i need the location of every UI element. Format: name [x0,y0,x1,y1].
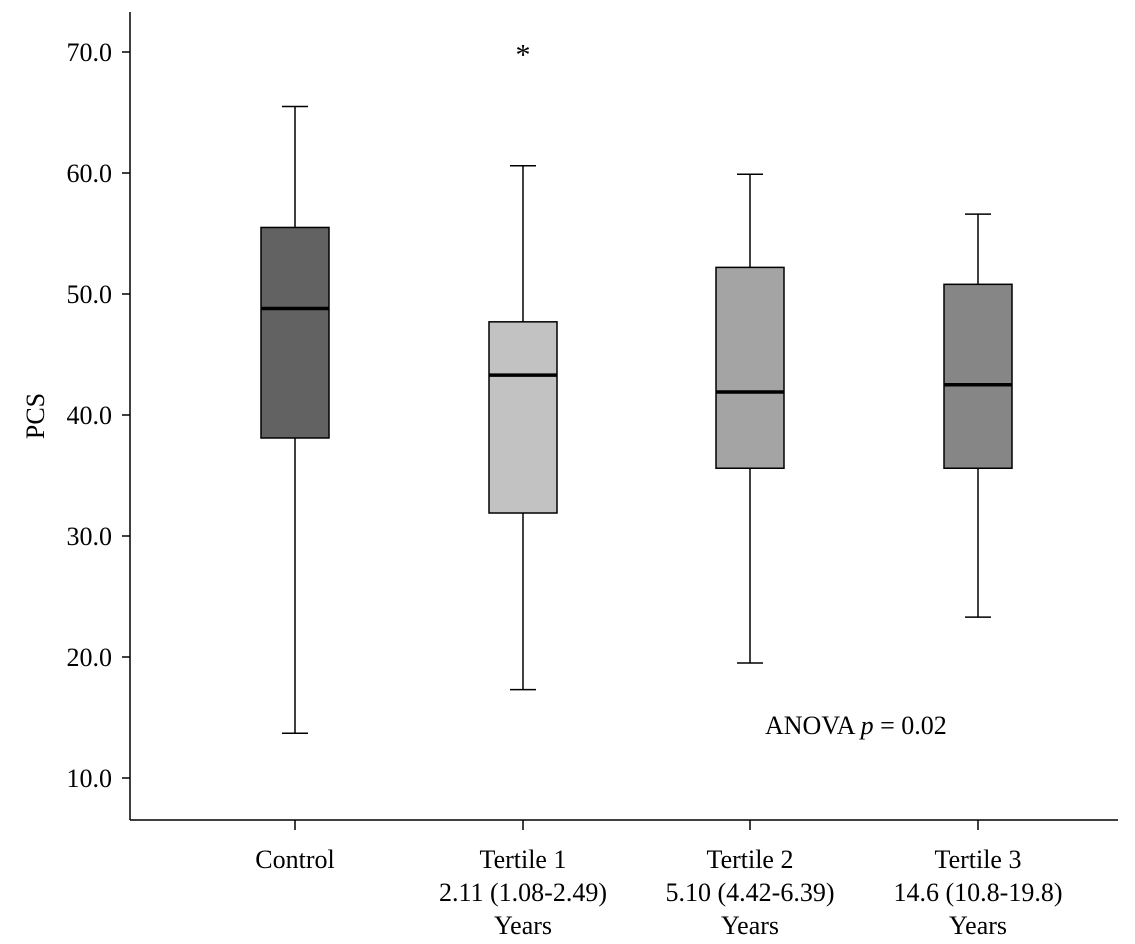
x-tick-label-line: 5.10 (4.42-6.39) [666,878,835,907]
y-axis-label: PCS [21,393,50,439]
boxes: * [260,38,1013,830]
box-group [260,105,330,830]
x-tick-label: Tertile 2 5.10 (4.42-6.39) Years [666,845,835,940]
y-ticks: 10.0 20.0 30.0 40.0 50.0 60.0 70.0 [67,38,130,793]
x-tick-label-line: 14.6 (10.8-19.8) [894,878,1063,907]
y-tick-label: 60.0 [67,159,113,188]
box-group [943,213,1013,830]
x-tick-label-line: Tertile 2 [707,845,794,874]
annotation-p: p [859,711,874,740]
annotation-suffix: = 0.02 [874,711,947,740]
box-iqr [488,321,558,514]
x-tick-labels: Control Tertile 1 2.11 (1.08-2.49) YearsTer… [255,845,1062,940]
x-tick-label-line: Years [949,911,1007,940]
x-tick-label-line: Tertile 3 [935,845,1022,874]
x-tick-label-line: Years [494,911,552,940]
x-tick-label: Tertile 3 14.6 (10.8-19.8) Years [894,845,1063,940]
annotation-prefix: ANOVA [765,711,861,740]
x-tick-label-line: Years [721,911,779,940]
x-tick-label: Tertile 1 2.11 (1.08-2.49) Years [439,845,607,940]
x-tick-label: Control [255,845,334,874]
box-group [715,173,785,830]
outlier-marker: * [516,38,531,71]
x-tick-label-line: Tertile 1 [480,845,567,874]
y-tick-label: 10.0 [67,764,113,793]
box-iqr [260,226,330,439]
box-iqr [943,283,1013,469]
anova-annotation: ANOVA p = 0.02 [765,711,947,740]
box-iqr [715,266,785,469]
y-tick-label: 40.0 [67,401,113,430]
y-tick-label: 30.0 [67,522,113,551]
x-tick-label-line: 2.11 (1.08-2.49) [439,878,607,907]
y-tick-label: 50.0 [67,280,113,309]
box-group: * [488,38,558,830]
x-tick-label-line: Control [255,845,334,874]
y-tick-label: 20.0 [67,643,113,672]
y-tick-label: 70.0 [67,38,113,67]
